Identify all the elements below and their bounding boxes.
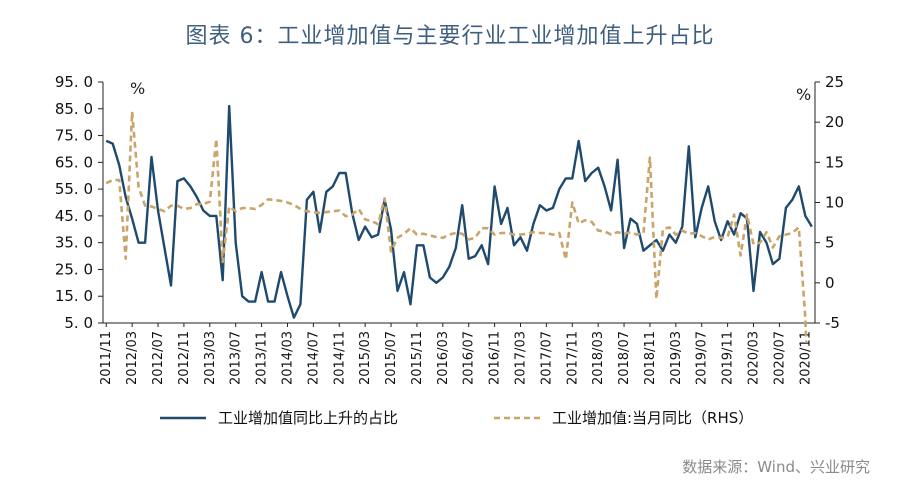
right-tick-label: 0 <box>825 274 835 292</box>
left-tick-label: 45. 0 <box>55 207 93 225</box>
x-tick-label: 2016/11 <box>488 331 503 385</box>
x-tick-label: 2011/11 <box>99 331 114 385</box>
left-tick-label: 55. 0 <box>55 180 93 198</box>
right-tick-label: 10 <box>825 194 844 212</box>
x-tick-label: 2012/03 <box>125 331 140 385</box>
x-tick-label: 2013/03 <box>203 331 218 385</box>
legend: 工业增加值同比上升的占比 工业增加值:当月同比（RHS） <box>160 409 753 427</box>
x-tick-label: 2014/07 <box>306 331 321 385</box>
x-tick-label: 2016/07 <box>462 331 477 385</box>
legend-label-growth: 工业增加值:当月同比（RHS） <box>552 409 753 427</box>
x-tick-label: 2016/03 <box>436 331 451 385</box>
axes: 95. 085. 075. 065. 055. 045. 035. 025. 0… <box>55 73 844 385</box>
x-tick-label: 2014/03 <box>280 331 295 385</box>
x-tick-label: 2018/07 <box>617 331 632 385</box>
x-tick-label: 2020/07 <box>772 331 787 385</box>
right-tick-label: 25 <box>825 73 844 91</box>
x-tick-label: 2015/11 <box>410 331 425 385</box>
x-tick-label: 2018/11 <box>643 331 658 385</box>
right-tick-label: 5 <box>825 234 835 252</box>
right-tick-label: -5 <box>825 314 840 332</box>
x-tick-label: 2020/03 <box>747 331 762 385</box>
right-unit-label: % <box>796 85 811 104</box>
x-tick-label: 2012/11 <box>177 331 192 385</box>
x-tick-label: 2019/03 <box>669 331 684 385</box>
x-tick-label: 2018/03 <box>591 331 606 385</box>
legend-label-share: 工业增加值同比上升的占比 <box>218 409 398 427</box>
left-tick-label: 5. 0 <box>64 314 93 332</box>
x-tick-label: 2019/07 <box>695 331 710 385</box>
x-tick-label: 2013/11 <box>255 331 270 385</box>
chart-title: 图表 6：工业增加值与主要行业工业增加值上升占比 <box>185 24 715 49</box>
x-tick-label: 2019/11 <box>721 331 736 385</box>
x-tick-label: 2017/11 <box>565 331 580 385</box>
left-tick-label: 65. 0 <box>55 153 93 171</box>
right-tick-label: 15 <box>825 153 844 171</box>
left-tick-label: 85. 0 <box>55 100 93 118</box>
x-tick-label: 2020/11 <box>798 331 813 385</box>
x-tick-label: 2015/07 <box>384 331 399 385</box>
left-tick-label: 15. 0 <box>55 287 93 305</box>
x-tick-label: 2015/03 <box>358 331 373 385</box>
left-tick-label: 35. 0 <box>55 234 93 252</box>
series-line-share <box>105 104 813 319</box>
left-tick-label: 25. 0 <box>55 260 93 278</box>
left-tick-label: 95. 0 <box>55 73 93 91</box>
series-line-growth <box>105 110 808 343</box>
x-tick-label: 2014/11 <box>332 331 347 385</box>
x-tick-label: 2013/07 <box>229 331 244 385</box>
left-unit-label: % <box>130 79 145 98</box>
series-lines <box>105 104 813 343</box>
x-tick-label: 2012/07 <box>151 331 166 385</box>
right-tick-label: 20 <box>825 113 844 131</box>
source-note: 数据来源：Wind、兴业研究 <box>682 458 870 476</box>
x-tick-label: 2017/03 <box>513 331 528 385</box>
left-tick-label: 75. 0 <box>55 127 93 145</box>
x-tick-label: 2017/07 <box>539 331 554 385</box>
